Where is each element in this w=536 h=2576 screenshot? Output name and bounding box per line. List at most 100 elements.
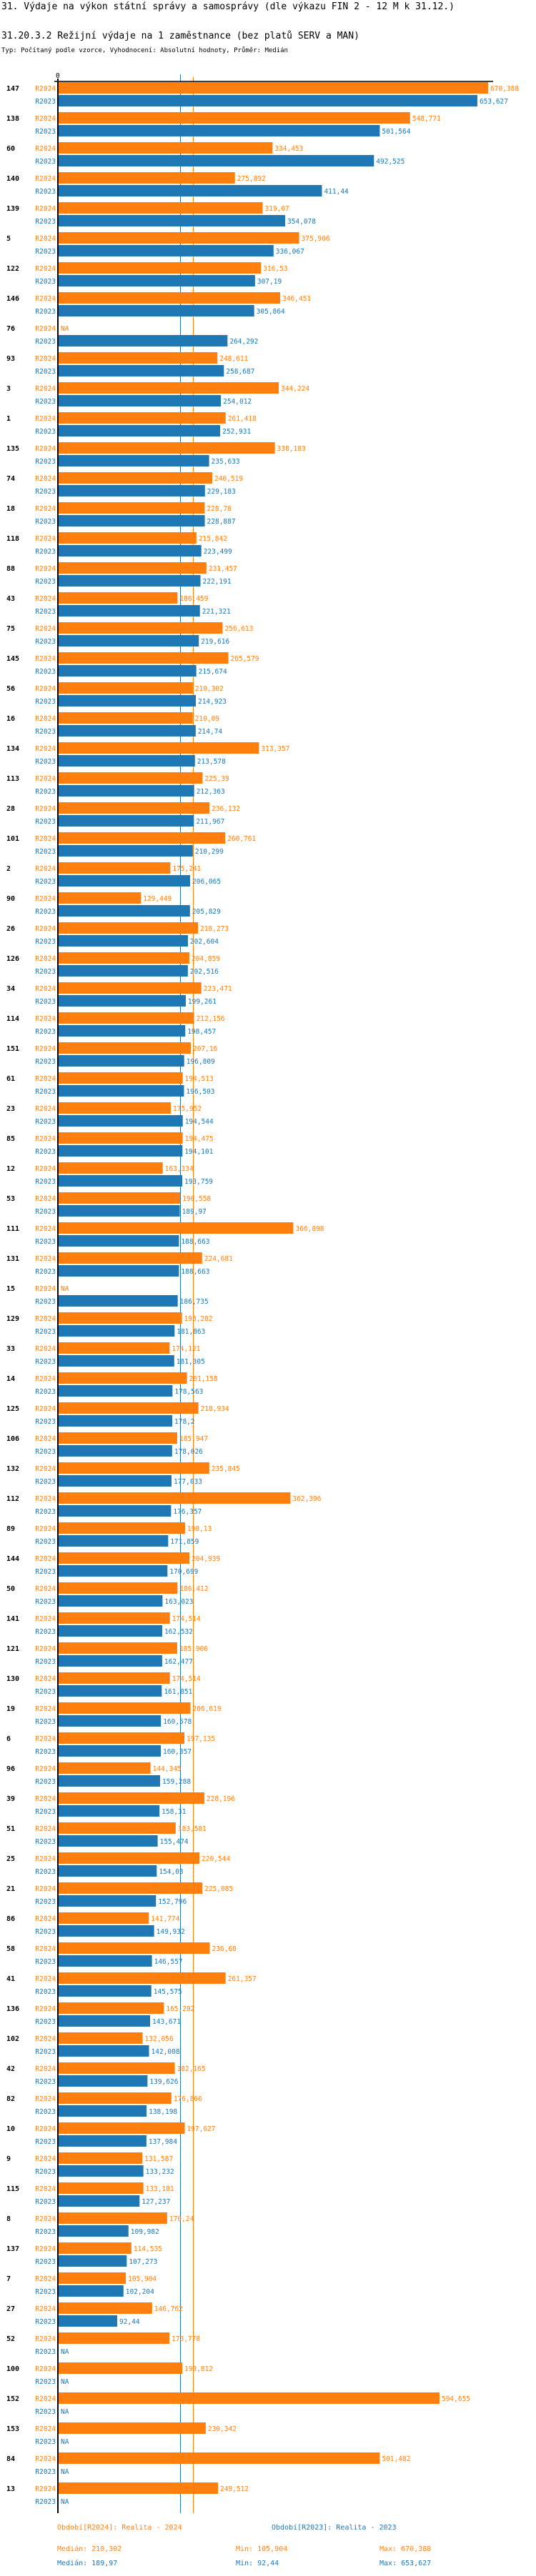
series-label-r2024: R2024 [35, 685, 56, 693]
value-label-r2023: 221,321 [202, 608, 231, 616]
bar-r2024 [59, 112, 410, 124]
value-label-r2024: 204,939 [192, 1555, 220, 1563]
series-label-r2024: R2024 [35, 835, 56, 843]
value-label-r2024: 501,482 [382, 2455, 410, 2463]
value-label-r2023: 188,663 [181, 1268, 209, 1276]
bar-r2024 [59, 1102, 172, 1114]
category-label: 121 [6, 1645, 19, 1653]
category-label: 25 [6, 1855, 15, 1863]
value-label-r2023: 107,273 [129, 2258, 157, 2266]
bar-r2024 [59, 952, 189, 964]
na-label-r2023: NA [61, 2408, 69, 2416]
series-label-r2023: R2023 [35, 2048, 56, 2056]
category-label: 102 [6, 2035, 19, 2043]
category-label: 106 [6, 1435, 19, 1443]
bar-r2024 [59, 1972, 226, 1984]
category-label: 27 [6, 2305, 15, 2313]
value-label-r2024: 346,451 [282, 295, 311, 303]
value-label-r2024: 131,587 [144, 2155, 173, 2163]
value-label-r2023: 210,299 [195, 848, 224, 856]
bar-r2024 [59, 2482, 219, 2494]
bar-r2023 [59, 365, 224, 376]
series-label-r2023: R2023 [35, 188, 56, 196]
series-label-r2024: R2024 [35, 925, 56, 933]
category-label: 90 [6, 895, 15, 903]
bar-r2024 [59, 232, 299, 244]
series-label-r2024: R2024 [35, 1915, 56, 1923]
category-label: 42 [6, 2065, 15, 2073]
bar-r2024 [59, 2392, 440, 2404]
bar-r2024 [59, 82, 488, 94]
bar-r2023 [59, 1055, 184, 1067]
category-label: 151 [6, 1045, 19, 1053]
bar-r2023 [59, 905, 190, 917]
value-label-r2024: 201,158 [189, 1375, 218, 1383]
bar-r2024 [59, 2452, 380, 2464]
series-label-r2023: R2023 [35, 338, 56, 346]
series-label-r2024: R2024 [35, 1045, 56, 1053]
value-label-r2024: 240,519 [214, 475, 243, 483]
value-label-r2023: 354,078 [287, 218, 316, 226]
value-label-r2023: 188,663 [181, 1238, 209, 1246]
bar-r2023 [59, 2135, 147, 2147]
value-label-r2024: 316,53 [263, 265, 287, 273]
value-label-r2023: 171,859 [170, 1538, 199, 1546]
category-label: 9 [6, 2155, 11, 2163]
series-label-r2024: R2024 [35, 235, 56, 243]
series-label-r2024: R2024 [35, 1975, 56, 1983]
series-label-r2024: R2024 [35, 445, 56, 453]
series-label-r2024: R2024 [35, 2065, 56, 2073]
bar-r2023 [59, 1295, 178, 1307]
series-label-r2024: R2024 [35, 1765, 56, 1773]
value-label-r2023: 154,03 [159, 1868, 183, 1876]
value-label-r2023: 196,503 [186, 1088, 214, 1096]
category-label: 52 [6, 2335, 15, 2343]
series-label-r2024: R2024 [35, 1075, 56, 1083]
indicator-title: 31.20.3.2 Režijní výdaje na 1 zaměstnanc… [1, 31, 359, 41]
value-label-r2023: 127,237 [142, 2198, 170, 2206]
series-label-r2023: R2023 [35, 488, 56, 496]
series-label-r2024: R2024 [35, 2395, 56, 2403]
value-label-r2024: 176,866 [174, 2095, 202, 2103]
value-label-r2024: 594,655 [442, 2395, 470, 2403]
bar-r2023 [59, 2045, 149, 2057]
bar-r2024 [59, 2182, 144, 2194]
series-label-r2023: R2023 [35, 1088, 56, 1096]
value-label-r2024: 248,611 [219, 355, 248, 363]
bar-r2024 [59, 862, 171, 874]
category-label: 41 [6, 1975, 15, 1983]
series-label-r2024: R2024 [35, 1375, 56, 1383]
series-label-r2023: R2023 [35, 1628, 56, 1636]
series-label-r2023: R2023 [35, 1748, 56, 1756]
bar-r2024 [59, 1072, 183, 1084]
series-label-r2024: R2024 [35, 595, 56, 603]
category-label: 112 [6, 1495, 19, 1503]
series-label-r2024: R2024 [35, 1585, 56, 1593]
value-label-r2024: 210,302 [195, 685, 224, 693]
series-label-r2023: R2023 [35, 368, 56, 376]
series-label-r2023: R2023 [35, 1178, 56, 1186]
na-label-r2023: NA [61, 2348, 69, 2356]
category-label: 43 [6, 595, 15, 603]
value-label-r2024: 144,345 [153, 1765, 182, 1773]
series-label-r2024: R2024 [35, 505, 56, 513]
category-label: 60 [6, 145, 15, 153]
value-label-r2023: 146,557 [154, 1958, 183, 1966]
value-label-r2024: 129,449 [143, 895, 172, 903]
value-label-r2023: 139,626 [149, 2078, 178, 2086]
bar-r2023 [59, 1325, 175, 1337]
value-label-r2023: 211,967 [196, 818, 224, 826]
bar-r2024 [59, 172, 235, 184]
value-label-r2024: 265,579 [230, 655, 259, 663]
value-label-r2023: 163,023 [164, 1598, 193, 1606]
series-label-r2024: R2024 [35, 1525, 56, 1533]
axis-zero-label: 0 [56, 72, 60, 80]
series-label-r2024: R2024 [35, 865, 56, 873]
value-label-r2024: 224,681 [204, 1255, 233, 1263]
series-label-r2024: R2024 [35, 1645, 56, 1653]
bar-r2023 [59, 785, 194, 797]
category-label: 147 [6, 85, 19, 93]
bar-r2023 [59, 1205, 180, 1217]
value-label-r2023: 254,012 [223, 398, 252, 406]
series-label-r2024: R2024 [35, 145, 56, 153]
